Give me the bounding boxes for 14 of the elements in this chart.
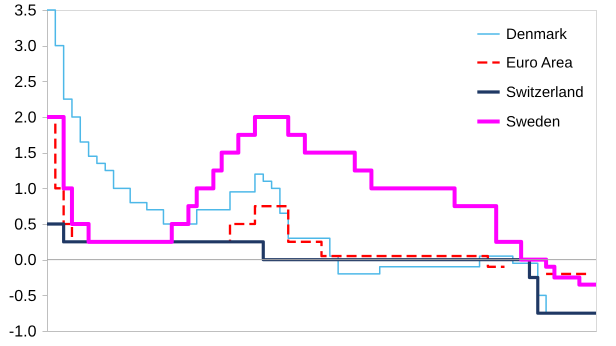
y-tick-label: 2.0 xyxy=(14,110,37,126)
legend-label: Switzerland xyxy=(506,84,584,101)
y-tick-label: -1.0 xyxy=(8,324,37,340)
legend-label: Sweden xyxy=(506,114,560,130)
y-tick-label: 0.5 xyxy=(14,216,37,234)
legend-label: Euro Area xyxy=(506,54,574,72)
y-tick-label: 1.0 xyxy=(14,180,37,198)
y-tick-label: 2.5 xyxy=(14,74,37,91)
y-tick-label: 3.5 xyxy=(14,2,37,20)
legend-label: Denmark xyxy=(506,26,568,43)
y-tick-label: 1.5 xyxy=(14,145,37,162)
y-tick-label: 0.0 xyxy=(14,252,37,270)
y-tick-label: -0.5 xyxy=(8,288,37,305)
y-tick-label: 3.0 xyxy=(14,38,37,56)
